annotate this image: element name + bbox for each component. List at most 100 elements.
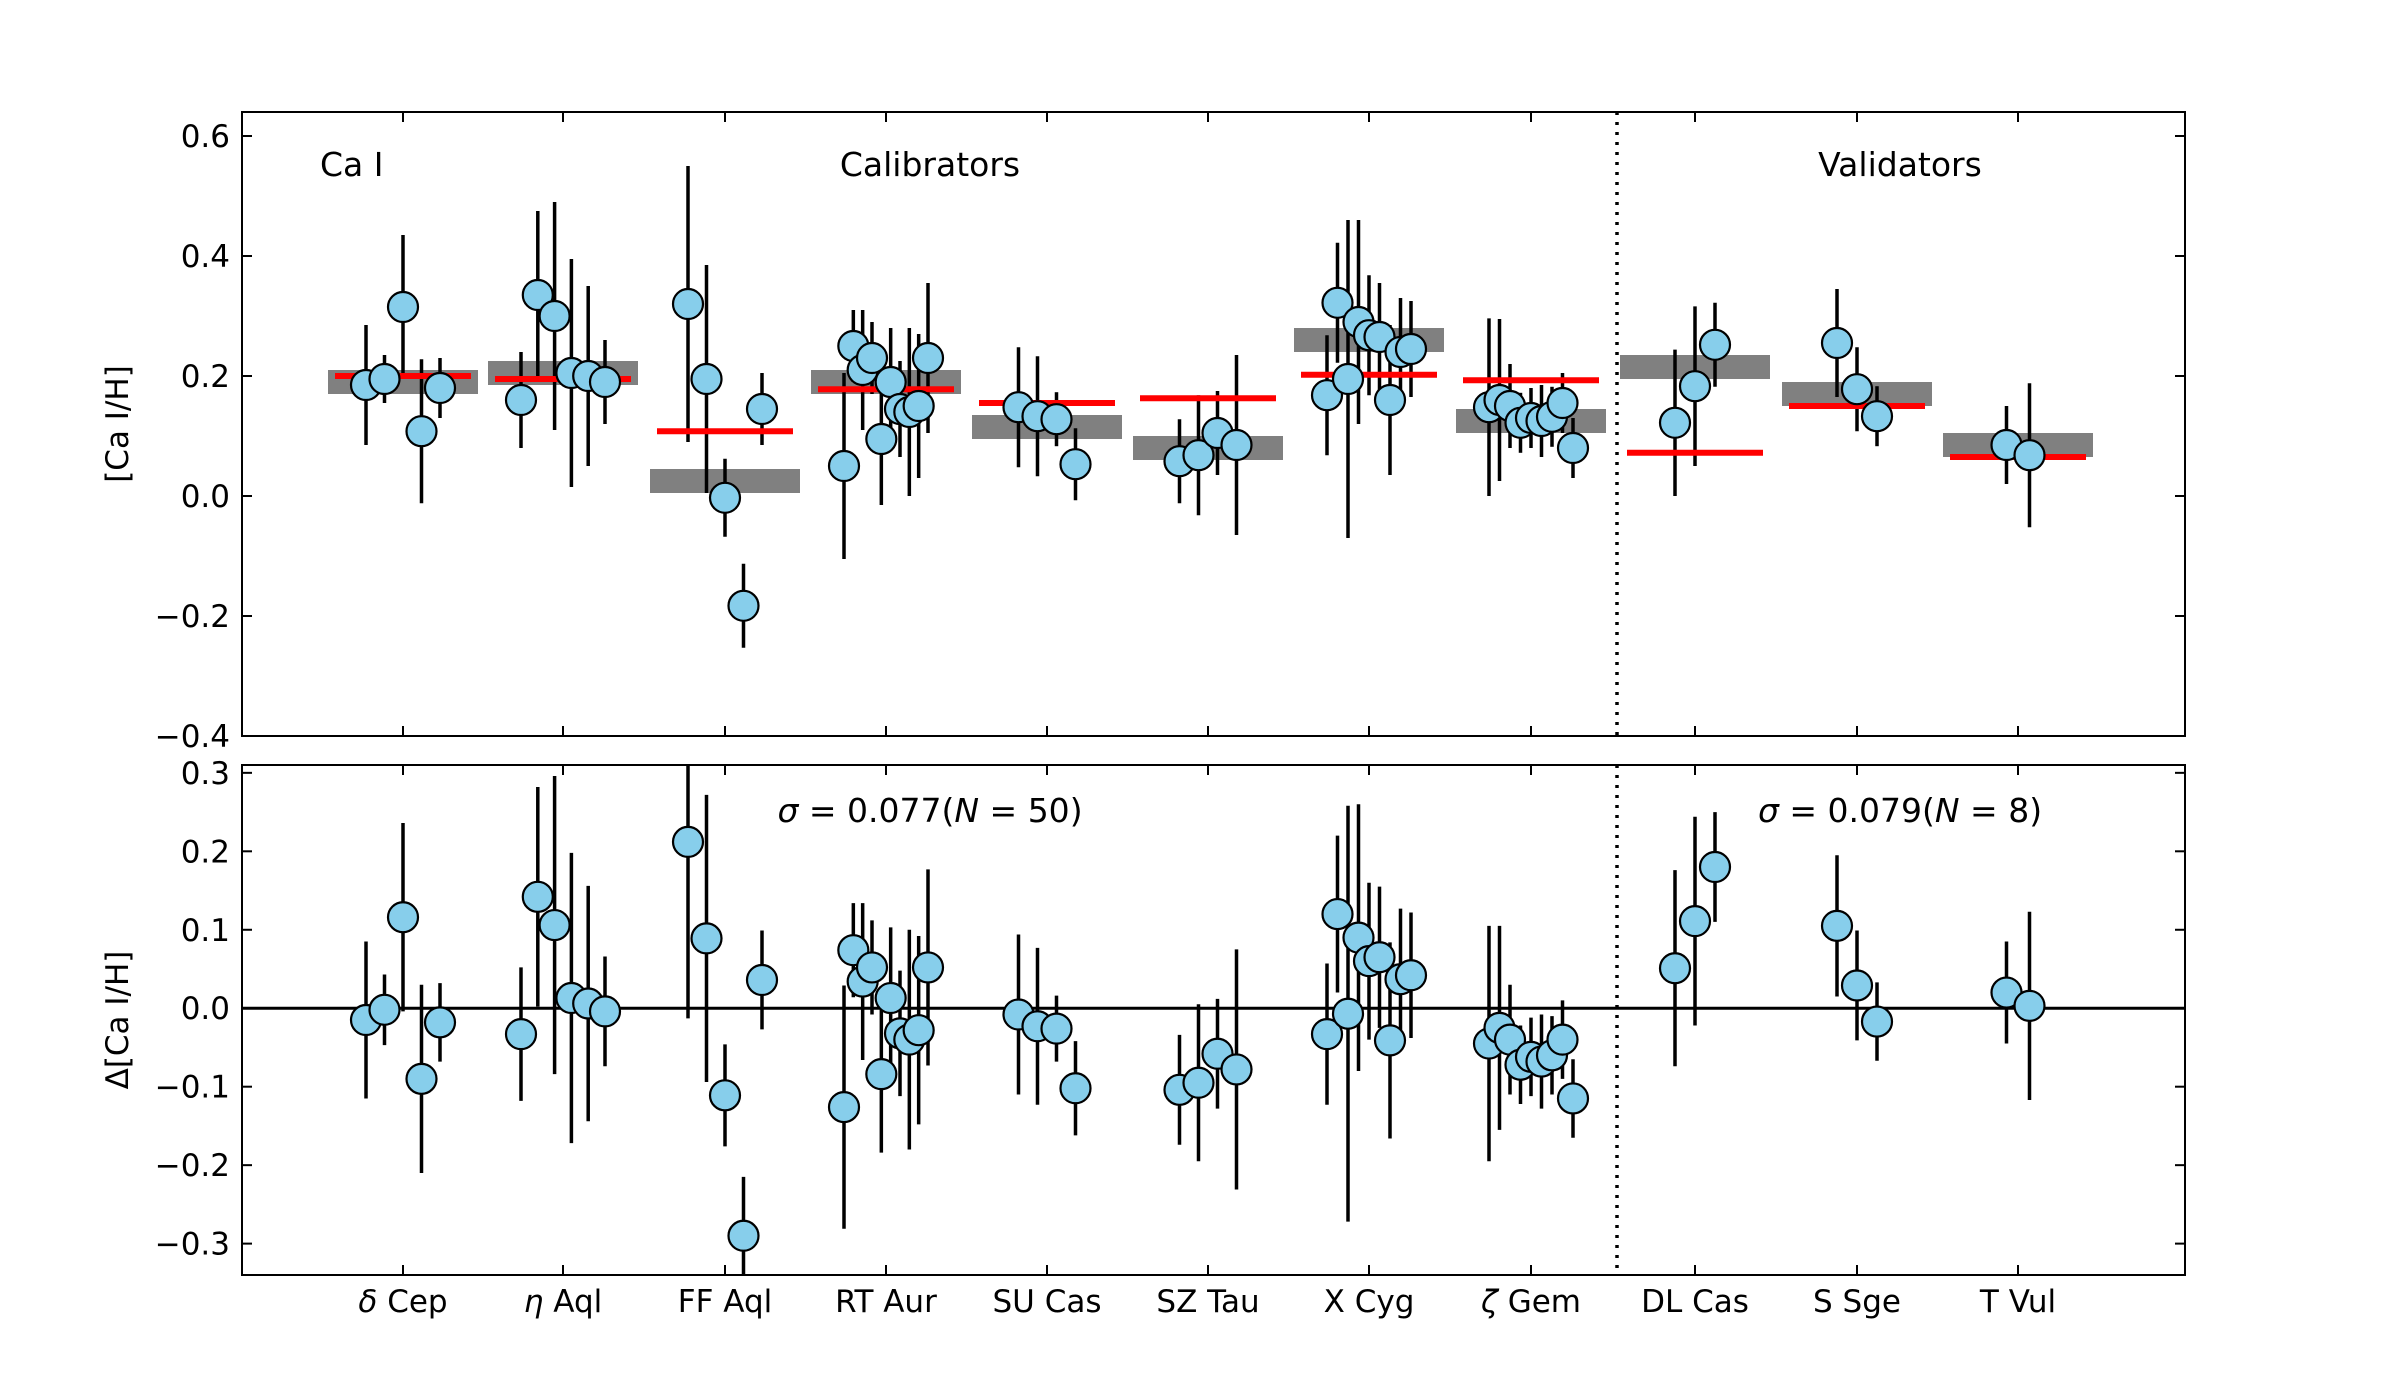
- x-tick-label-name: T Vul: [1979, 1284, 2056, 1320]
- stats-calibrators: σ = 0.077(N = 50): [777, 791, 1082, 830]
- x-tick-label-symbol: η: [524, 1284, 544, 1320]
- data-point: [671, 287, 705, 321]
- stats-validators: σ = 0.079(N = 8): [1758, 791, 2042, 830]
- data-point: [521, 880, 554, 913]
- x-tick-label-name: Aql: [543, 1284, 602, 1320]
- data-point: [874, 981, 907, 1015]
- top-panel-ticks: −0.4 −0.2 0.0 0.2 0.4 0.6: [155, 112, 2185, 755]
- data-point: [690, 922, 723, 955]
- bottom-panel-frame: [241, 764, 2186, 1276]
- top-y-axis-label: [Ca I/H]: [100, 365, 136, 483]
- x-axis-tick-labels: δ Cep η Aql FF Aql RT Aur SU Cas SZ Tau X Cyg ζ…: [358, 1284, 2056, 1320]
- data-point: [865, 1058, 898, 1091]
- data-point: [708, 1079, 742, 1112]
- data-point: [1321, 286, 1354, 319]
- data-point: [405, 1062, 438, 1095]
- data-point: [1182, 439, 1215, 472]
- x-tick-label: SU Cas: [992, 1284, 1101, 1320]
- data-point: [368, 993, 401, 1026]
- data-point: [504, 383, 538, 417]
- validators-label: Validators: [1818, 145, 1982, 184]
- data-point: [1546, 386, 1579, 420]
- element-label: Ca I: [320, 145, 384, 184]
- data-point: [368, 362, 401, 396]
- y-tick-label: 0.1: [181, 913, 230, 949]
- x-tick-label: T Vul: [1979, 1284, 2056, 1320]
- data-point: [911, 951, 945, 984]
- data-point: [671, 825, 705, 858]
- x-tick-label: η Aql: [524, 1284, 602, 1320]
- data-point: [1658, 952, 1692, 985]
- x-tick-label: RT Aur: [835, 1284, 937, 1320]
- data-point: [1556, 1082, 1590, 1115]
- top-panel: −0.4 −0.2 0.0 0.2 0.4 0.6 Ca I Calibrators Va…: [100, 111, 2186, 755]
- data-point: [1678, 370, 1712, 403]
- data-point: [1698, 850, 1732, 884]
- calibrators-label: Calibrators: [840, 145, 1020, 184]
- data-point: [855, 341, 889, 375]
- y-tick-label: −0.1: [155, 1070, 230, 1106]
- data-point: [386, 290, 420, 324]
- data-point: [1820, 909, 1854, 942]
- data-point: [745, 963, 779, 997]
- x-tick-label-name: SU Cas: [992, 1284, 1101, 1320]
- data-point: [504, 1018, 538, 1051]
- data-point: [1059, 1072, 1092, 1105]
- y-tick-label: −0.4: [155, 719, 230, 755]
- data-point: [1698, 328, 1732, 361]
- data-point: [911, 341, 945, 375]
- data-point: [865, 422, 898, 456]
- x-tick-label-name: S Sge: [1813, 1284, 1901, 1320]
- data-point: [902, 389, 935, 423]
- x-tick-label-name: RT Aur: [835, 1284, 937, 1320]
- data-point: [1040, 403, 1073, 436]
- data-point: [902, 1014, 935, 1047]
- data-point: [690, 362, 723, 396]
- bottom-panel-markers: [349, 825, 2046, 1252]
- data-point: [538, 299, 571, 333]
- data-point: [745, 392, 779, 426]
- data-point: [1331, 362, 1365, 396]
- data-point: [1182, 1066, 1215, 1099]
- x-tick-label-name: SZ Tau: [1156, 1284, 1259, 1320]
- top-panel-errorbars: [364, 166, 2032, 648]
- y-tick-label: 0.0: [181, 991, 230, 1027]
- x-tick-label-name: DL Cas: [1641, 1284, 1749, 1320]
- data-point: [1373, 383, 1407, 417]
- x-tick-label: δ Cep: [358, 1284, 447, 1320]
- y-tick-label: 0.6: [181, 119, 230, 155]
- y-tick-label: 0.2: [181, 834, 230, 870]
- x-tick-label: DL Cas: [1641, 1284, 1749, 1320]
- x-tick-label-name: X Cyg: [1324, 1284, 1415, 1320]
- y-tick-label: −0.2: [155, 599, 230, 635]
- y-tick-label: 0.4: [181, 239, 230, 275]
- data-point: [1860, 400, 1894, 433]
- data-point: [708, 481, 742, 514]
- data-point: [1220, 1053, 1253, 1086]
- data-point: [2013, 989, 2046, 1022]
- data-point: [874, 365, 907, 399]
- y-tick-label: −0.3: [155, 1227, 230, 1263]
- data-point: [588, 365, 622, 399]
- bottom-panel-ticks: −0.3 −0.2 −0.1 0.0 0.1 0.2 0.3: [155, 756, 2185, 1275]
- x-tick-label: SZ Tau: [1156, 1284, 1259, 1320]
- x-tick-label-name: Cep: [377, 1284, 447, 1320]
- data-point: [1860, 1005, 1894, 1038]
- data-point: [405, 415, 438, 448]
- data-point: [855, 951, 889, 984]
- data-point: [386, 901, 420, 934]
- data-point: [1220, 428, 1253, 462]
- y-tick-label: −0.2: [155, 1148, 230, 1184]
- x-tick-label: ζ Gem: [1480, 1284, 1581, 1320]
- data-point: [1820, 326, 1854, 360]
- data-point: [1394, 332, 1428, 366]
- x-tick-label-name: Gem: [1498, 1284, 1581, 1320]
- data-point: [1331, 997, 1365, 1030]
- x-tick-label-symbol: ζ: [1480, 1284, 1500, 1320]
- data-point: [727, 1219, 760, 1252]
- data-point: [1394, 959, 1428, 992]
- bottom-panel-errorbars: [364, 765, 2032, 1275]
- data-point: [423, 1006, 457, 1039]
- data-point: [1373, 1024, 1407, 1057]
